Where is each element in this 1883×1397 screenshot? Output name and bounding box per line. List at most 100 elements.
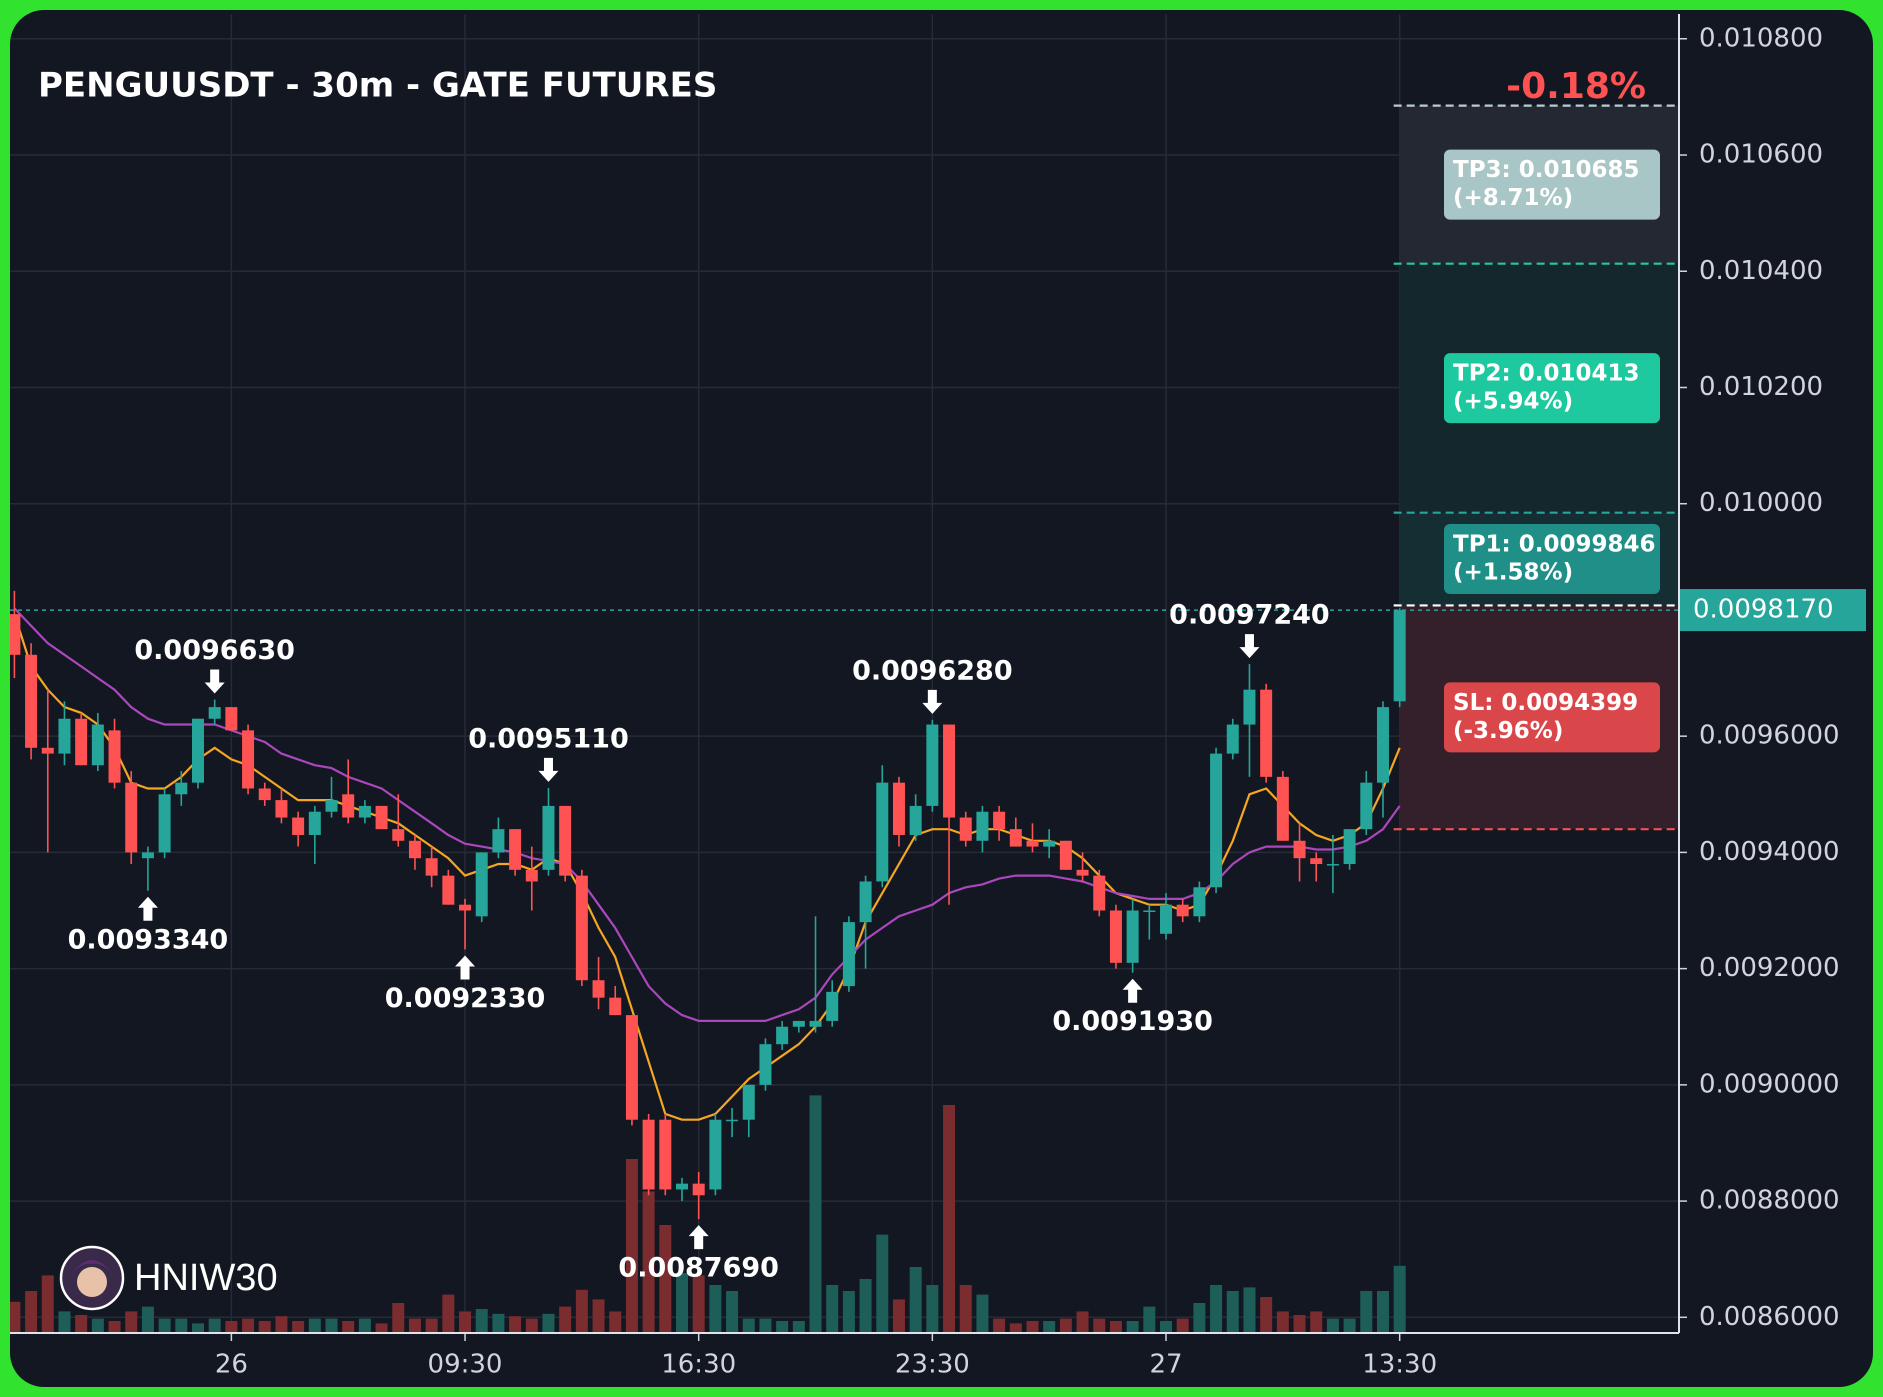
- volume-bar: [742, 1318, 755, 1333]
- volume-bar: [208, 1318, 221, 1333]
- volume-bar: [25, 1291, 38, 1333]
- volume-bar: [125, 1311, 138, 1333]
- candle-body: [542, 805, 555, 870]
- candle-body: [108, 730, 121, 783]
- candle-body: [1293, 840, 1306, 859]
- candle-body: [876, 782, 889, 882]
- candle-body: [993, 811, 1006, 830]
- candle-body: [1210, 753, 1223, 888]
- volume-bar: [592, 1299, 605, 1333]
- candle-body: [1009, 829, 1022, 847]
- x-tick-label: 27: [1149, 1350, 1182, 1380]
- volume-bar: [425, 1318, 438, 1333]
- x-tick-label: 09:30: [428, 1350, 503, 1380]
- volume-bar: [676, 1273, 688, 1333]
- candle-body: [625, 1015, 638, 1120]
- level-label: TP1: 0.0099846: [1453, 532, 1656, 558]
- candle-body: [1043, 840, 1056, 847]
- candle-body: [1193, 887, 1206, 917]
- candle-body: [1126, 910, 1139, 963]
- volume-bar: [842, 1291, 855, 1333]
- y-tick-label: 0.010800: [1699, 23, 1823, 53]
- volume-bar: [976, 1294, 989, 1333]
- annotation-arrow: [1239, 634, 1260, 659]
- candle-body: [1026, 840, 1039, 847]
- candle-body: [225, 707, 238, 731]
- x-tick-label: 26: [215, 1350, 248, 1380]
- volume-bar: [1143, 1306, 1156, 1333]
- volume-bar: [225, 1321, 238, 1333]
- volume-bar: [926, 1285, 939, 1333]
- annotation-label: 0.0092330: [385, 983, 546, 1014]
- volume-bar: [1360, 1291, 1373, 1333]
- volume-bar: [1293, 1315, 1306, 1333]
- volume-bar: [41, 1275, 54, 1333]
- candle-body: [10, 614, 21, 655]
- candle-body: [959, 817, 972, 841]
- level-note: (+1.58%): [1453, 560, 1573, 586]
- volume-bar: [809, 1095, 822, 1333]
- candle-body: [676, 1183, 688, 1190]
- volume-bar: [492, 1313, 505, 1333]
- volume-bar: [408, 1318, 421, 1333]
- volume-bar: [943, 1105, 956, 1333]
- chart-area: 0.0086000 0.0088000 0.0090000 0.0092000 0.00…: [10, 14, 1866, 1380]
- candle-body: [125, 782, 138, 853]
- candle-body: [1176, 904, 1189, 917]
- x-tick-label: 23:30: [895, 1350, 970, 1380]
- volume-bar: [1210, 1285, 1223, 1333]
- candle-body: [25, 654, 38, 748]
- x-tick-label: 13:30: [1362, 1350, 1437, 1380]
- y-tick-label: 0.0088000: [1699, 1186, 1840, 1216]
- candle-body: [442, 875, 455, 905]
- level-label: TP2: 0.010413: [1453, 361, 1640, 387]
- volume-bar: [1310, 1311, 1323, 1333]
- change-label: -0.18%: [1506, 66, 1646, 107]
- volume-bar: [659, 1225, 672, 1333]
- volume-bar: [1109, 1321, 1122, 1333]
- volume-bar: [609, 1311, 622, 1333]
- level-box: [1444, 682, 1660, 753]
- level-box: [1444, 524, 1660, 595]
- candle-body: [158, 794, 171, 853]
- volume-bar: [959, 1285, 972, 1333]
- volume-bar: [1393, 1265, 1406, 1333]
- volume-bar: [292, 1321, 305, 1333]
- candle-body: [1093, 875, 1106, 911]
- candle-body: [943, 724, 956, 818]
- level-box: [1444, 149, 1660, 220]
- volume-bar: [358, 1318, 371, 1333]
- volume-bar: [342, 1321, 355, 1333]
- candle-body: [408, 840, 421, 859]
- volume-bar: [1026, 1321, 1039, 1333]
- volume-bar: [1093, 1318, 1106, 1333]
- candle-body: [1076, 869, 1089, 876]
- candle-body: [58, 718, 71, 754]
- candle-body: [1226, 724, 1239, 754]
- candle-body: [976, 811, 989, 841]
- candle-body: [175, 782, 188, 795]
- candle-body: [759, 1044, 772, 1085]
- annotation-arrow: [204, 669, 225, 694]
- candle-body: [792, 1020, 805, 1027]
- volume-bar: [275, 1316, 288, 1333]
- volume-bar: [642, 1191, 655, 1333]
- level-label: SL: 0.0094399: [1453, 690, 1638, 716]
- volume-bar: [1326, 1318, 1339, 1333]
- avatar-face: [77, 1267, 107, 1297]
- volume-bar: [375, 1323, 388, 1333]
- volume-bar: [242, 1318, 255, 1333]
- candle-body: [492, 829, 505, 853]
- volume-bar: [191, 1323, 204, 1333]
- volume-bar: [525, 1318, 538, 1333]
- plot: [10, 14, 1679, 1333]
- y-tick-label: 0.0090000: [1699, 1069, 1840, 1099]
- annotation-arrow: [1122, 978, 1143, 1003]
- volume-bar: [1076, 1311, 1089, 1333]
- candle-body: [742, 1084, 755, 1120]
- y-tick-label: 0.0086000: [1699, 1302, 1840, 1332]
- volume-bar: [141, 1306, 154, 1333]
- level-note: (+5.94%): [1453, 389, 1573, 415]
- annotation-label: 0.0091930: [1052, 1006, 1213, 1037]
